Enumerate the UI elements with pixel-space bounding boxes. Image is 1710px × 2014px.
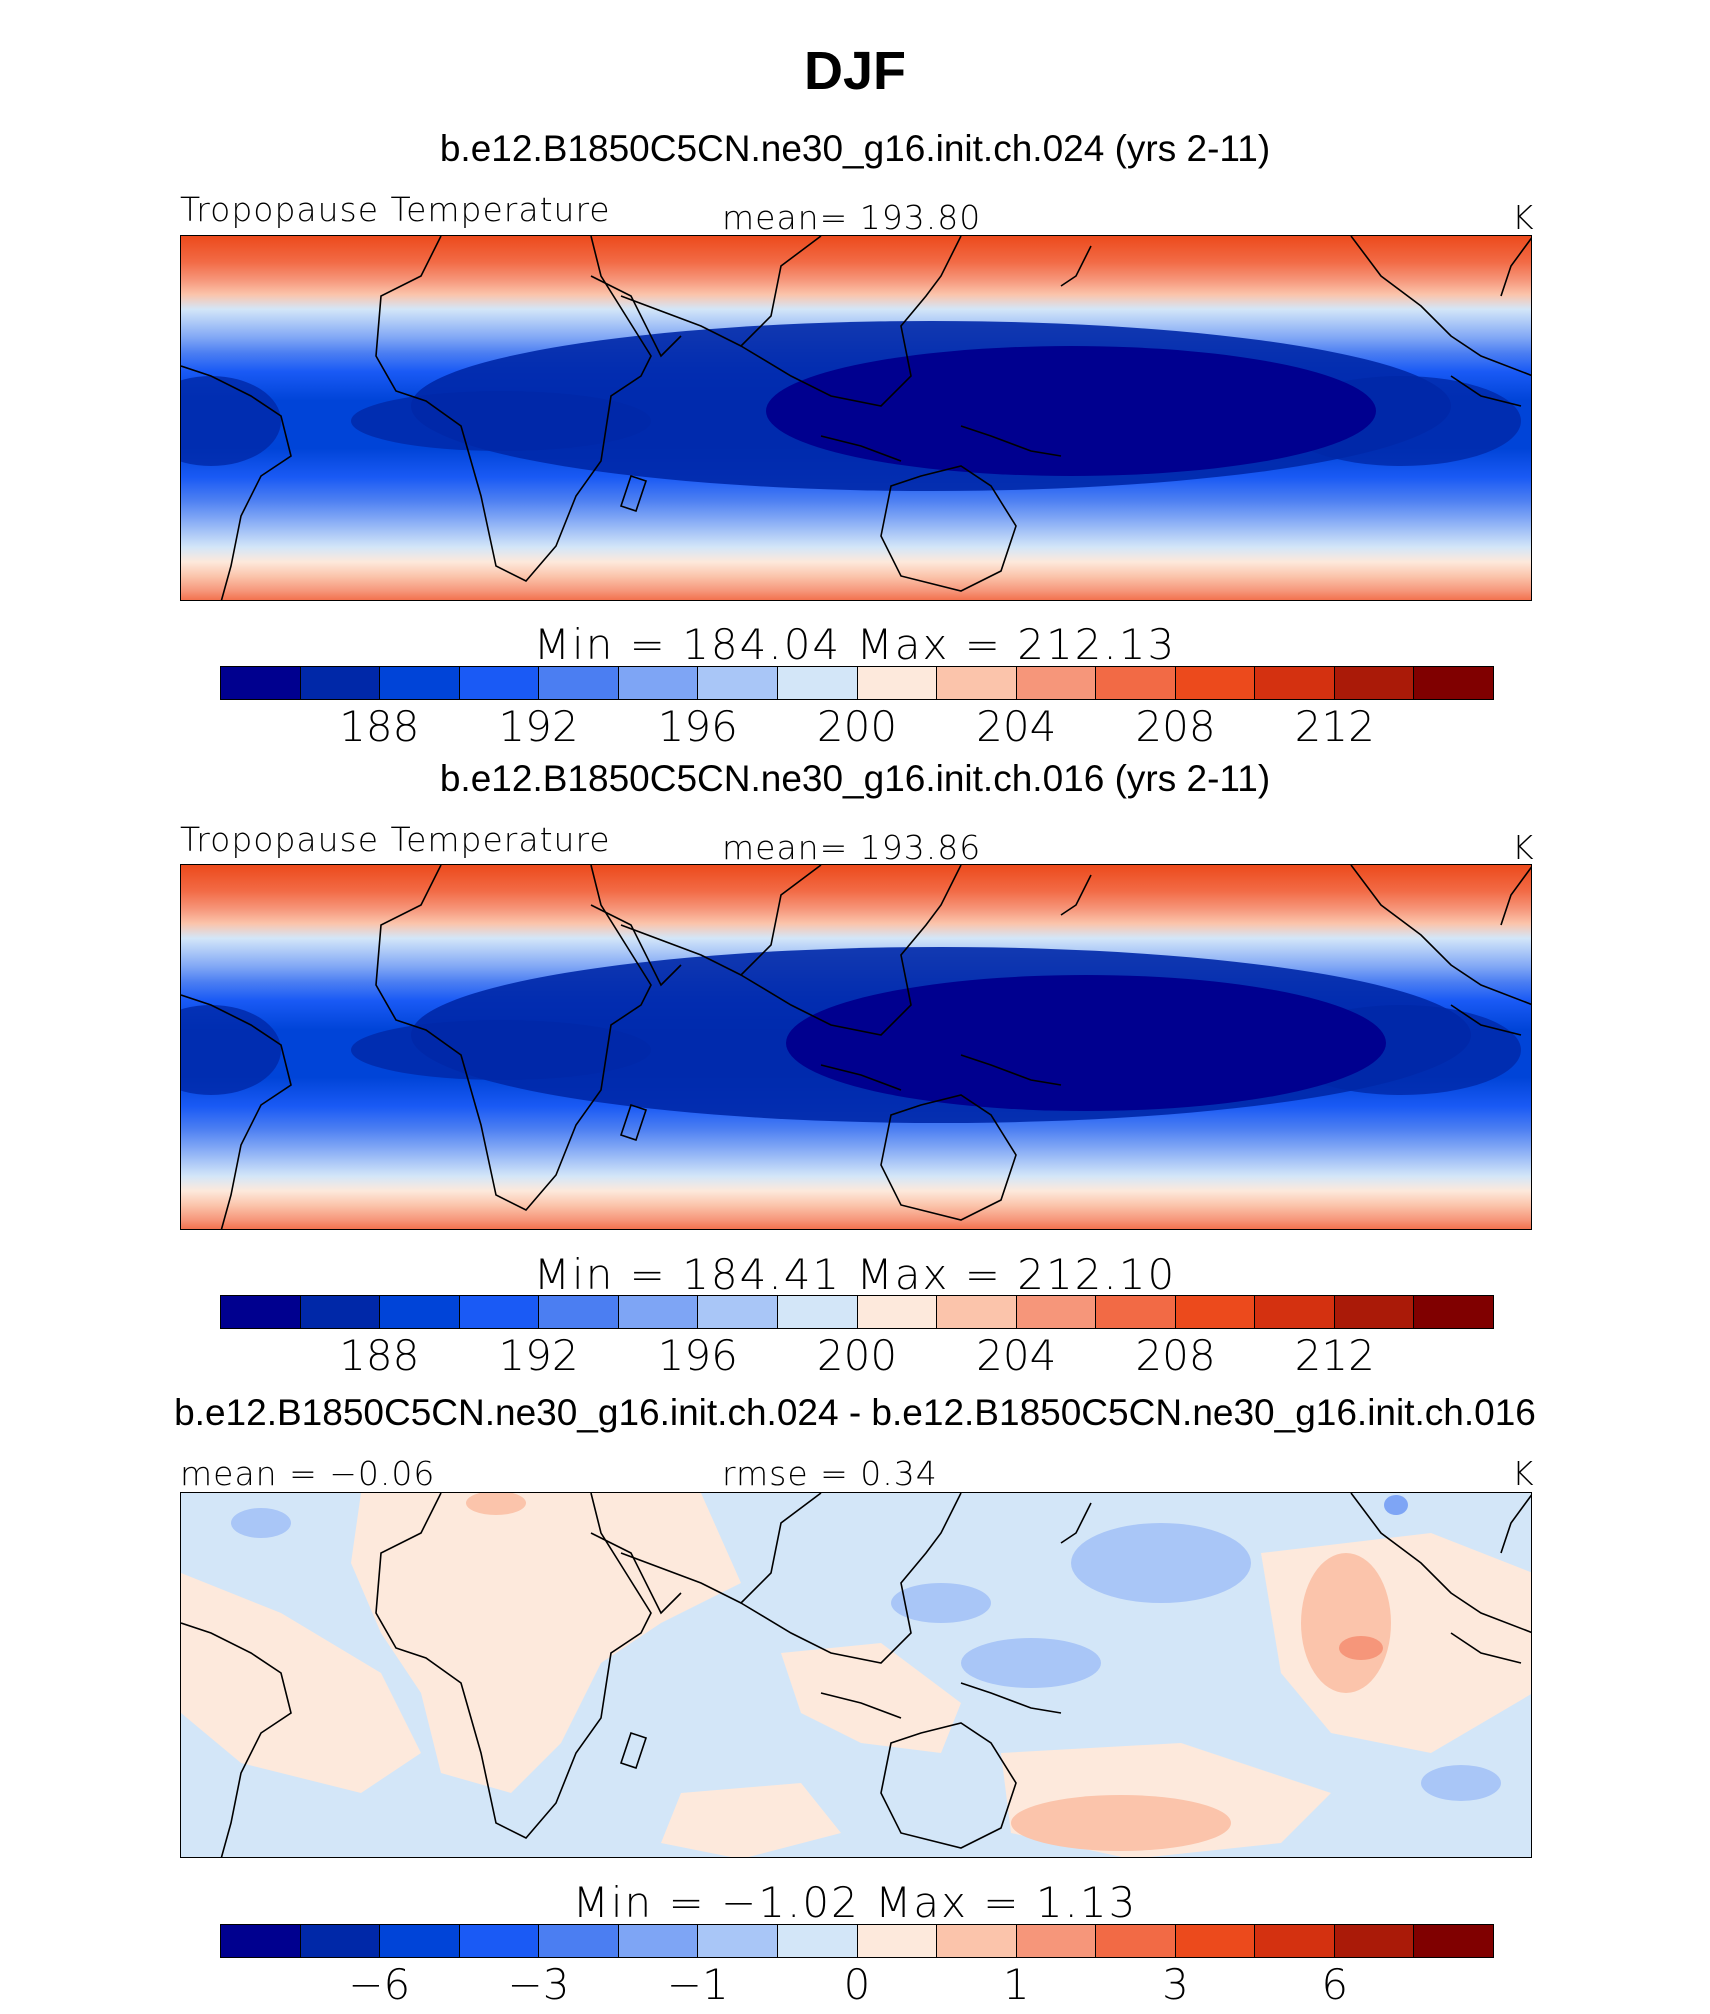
colorbar-tick-label: 188 xyxy=(339,1331,420,1380)
colorbar-box xyxy=(1096,1296,1176,1328)
panel-3-rmse-label: rmse = 0.34 xyxy=(722,1454,938,1493)
panel-3-colorbar xyxy=(220,1924,1494,1958)
colorbar-tick-label: 192 xyxy=(498,702,579,751)
panel-2-colorbar-ticks: 188 192 196 200 204 208 212 xyxy=(220,1331,1494,1381)
colorbar-box xyxy=(300,1925,381,1957)
panel-3-minmax-label: Min = −1.02 Max = 1.13 xyxy=(572,1878,1138,1927)
colorbar-box xyxy=(459,1925,540,1957)
colorbar-box xyxy=(1414,1925,1493,1957)
colorbar-tick-label: 196 xyxy=(657,702,738,751)
panel-1-case-title: b.e12.B1850C5CN.ne30_g16.init.ch.024 (yr… xyxy=(439,128,1271,169)
panel-1-unit-label: K xyxy=(1512,198,1535,237)
colorbar-box xyxy=(1096,1925,1176,1957)
colorbar-tick-label: 188 xyxy=(339,702,420,751)
panel-3-colorbar-ticks: −6 −3 −1 0 1 3 6 xyxy=(220,1960,1494,2010)
colorbar-box xyxy=(857,1925,938,1957)
colorbar-box xyxy=(380,667,460,699)
colorbar-box xyxy=(698,1296,778,1328)
colorbar-tick-label: 3 xyxy=(1162,1960,1189,2009)
colorbar-box xyxy=(1255,1925,1335,1957)
colorbar-box xyxy=(777,1925,858,1957)
colorbar-tick-label: 208 xyxy=(1135,702,1216,751)
colorbar-box xyxy=(221,667,301,699)
panel-1-mean-label: mean= 193.80 xyxy=(722,198,982,237)
colorbar-box xyxy=(1175,1925,1256,1957)
colorbar-box xyxy=(1255,1296,1335,1328)
panel-1-minmax-label: Min = 184.04 Max = 212.13 xyxy=(533,620,1177,669)
colorbar-box xyxy=(1334,667,1415,699)
colorbar-box xyxy=(1255,667,1335,699)
colorbar-box xyxy=(1016,1925,1097,1957)
colorbar-box xyxy=(698,667,778,699)
colorbar-box xyxy=(459,667,540,699)
colorbar-tick-label: 212 xyxy=(1294,1331,1375,1380)
colorbar-box xyxy=(380,1925,460,1957)
colorbar-box xyxy=(221,1925,301,1957)
colorbar-tick-label: −1 xyxy=(666,1960,729,2009)
colorbar-box xyxy=(539,667,619,699)
colorbar-box xyxy=(300,667,381,699)
panel-1-variable-label: Tropopause Temperature xyxy=(180,190,611,229)
colorbar-box xyxy=(698,1925,778,1957)
colorbar-tick-label: 1 xyxy=(1002,1960,1030,2009)
colorbar-box xyxy=(539,1925,619,1957)
colorbar-box xyxy=(1016,667,1097,699)
panel-2-unit-label: K xyxy=(1512,828,1535,867)
panel-1-colorbar-ticks: 188 192 196 200 204 208 212 xyxy=(220,702,1494,752)
colorbar-box xyxy=(618,667,699,699)
colorbar-tick-label: 212 xyxy=(1294,702,1375,751)
panel-2-colorbar xyxy=(220,1295,1494,1329)
colorbar-tick-label: 0 xyxy=(843,1960,871,2009)
colorbar-box xyxy=(1414,667,1493,699)
panel-3-unit-label: K xyxy=(1512,1454,1535,1493)
colorbar-box xyxy=(1096,667,1176,699)
colorbar-box xyxy=(1016,1296,1097,1328)
colorbar-box xyxy=(937,667,1017,699)
colorbar-box xyxy=(1334,1296,1415,1328)
colorbar-box xyxy=(1175,667,1256,699)
figure-title: DJF xyxy=(803,41,906,101)
colorbar-tick-label: 6 xyxy=(1321,1960,1349,2009)
colorbar-tick-label: 200 xyxy=(816,1331,898,1380)
panel-2-variable-label: Tropopause Temperature xyxy=(180,820,611,859)
colorbar-box xyxy=(777,1296,858,1328)
panel-1-map xyxy=(180,235,1532,601)
colorbar-box xyxy=(221,1296,301,1328)
colorbar-box xyxy=(380,1296,460,1328)
colorbar-box xyxy=(300,1296,381,1328)
colorbar-box xyxy=(618,1925,699,1957)
colorbar-box xyxy=(618,1296,699,1328)
colorbar-box xyxy=(777,667,858,699)
panel-1-colorbar xyxy=(220,666,1494,700)
colorbar-box xyxy=(857,667,938,699)
panel-2-mean-label: mean= 193.86 xyxy=(722,828,982,867)
panel-2-field xyxy=(181,865,1531,1229)
colorbar-tick-label: 204 xyxy=(976,702,1057,751)
colorbar-box xyxy=(1334,1925,1415,1957)
colorbar-box xyxy=(857,1296,938,1328)
colorbar-tick-label: 204 xyxy=(976,1331,1057,1380)
panel-3-case-title: b.e12.B1850C5CN.ne30_g16.init.ch.024 - b… xyxy=(174,1392,1536,1433)
colorbar-box xyxy=(1414,1296,1493,1328)
panel-2-minmax-label: Min = 184.41 Max = 212.10 xyxy=(533,1250,1177,1299)
colorbar-tick-label: 196 xyxy=(657,1331,738,1380)
colorbar-box xyxy=(937,1296,1017,1328)
panel-2-case-title: b.e12.B1850C5CN.ne30_g16.init.ch.016 (yr… xyxy=(439,758,1271,799)
panel-3-mean-label: mean = −0.06 xyxy=(180,1454,436,1493)
panel-3-field xyxy=(181,1493,1531,1857)
colorbar-box xyxy=(937,1925,1017,1957)
colorbar-tick-label: −3 xyxy=(507,1960,570,2009)
panel-3-map xyxy=(180,1492,1532,1858)
colorbar-tick-label: 208 xyxy=(1135,1331,1216,1380)
colorbar-tick-label: 200 xyxy=(816,702,898,751)
panel-1-field xyxy=(181,236,1531,600)
panel-2-map xyxy=(180,864,1532,1230)
colorbar-tick-label: 192 xyxy=(498,1331,579,1380)
colorbar-box xyxy=(459,1296,540,1328)
colorbar-box xyxy=(1175,1296,1256,1328)
colorbar-tick-label: −6 xyxy=(348,1960,411,2009)
colorbar-box xyxy=(539,1296,619,1328)
